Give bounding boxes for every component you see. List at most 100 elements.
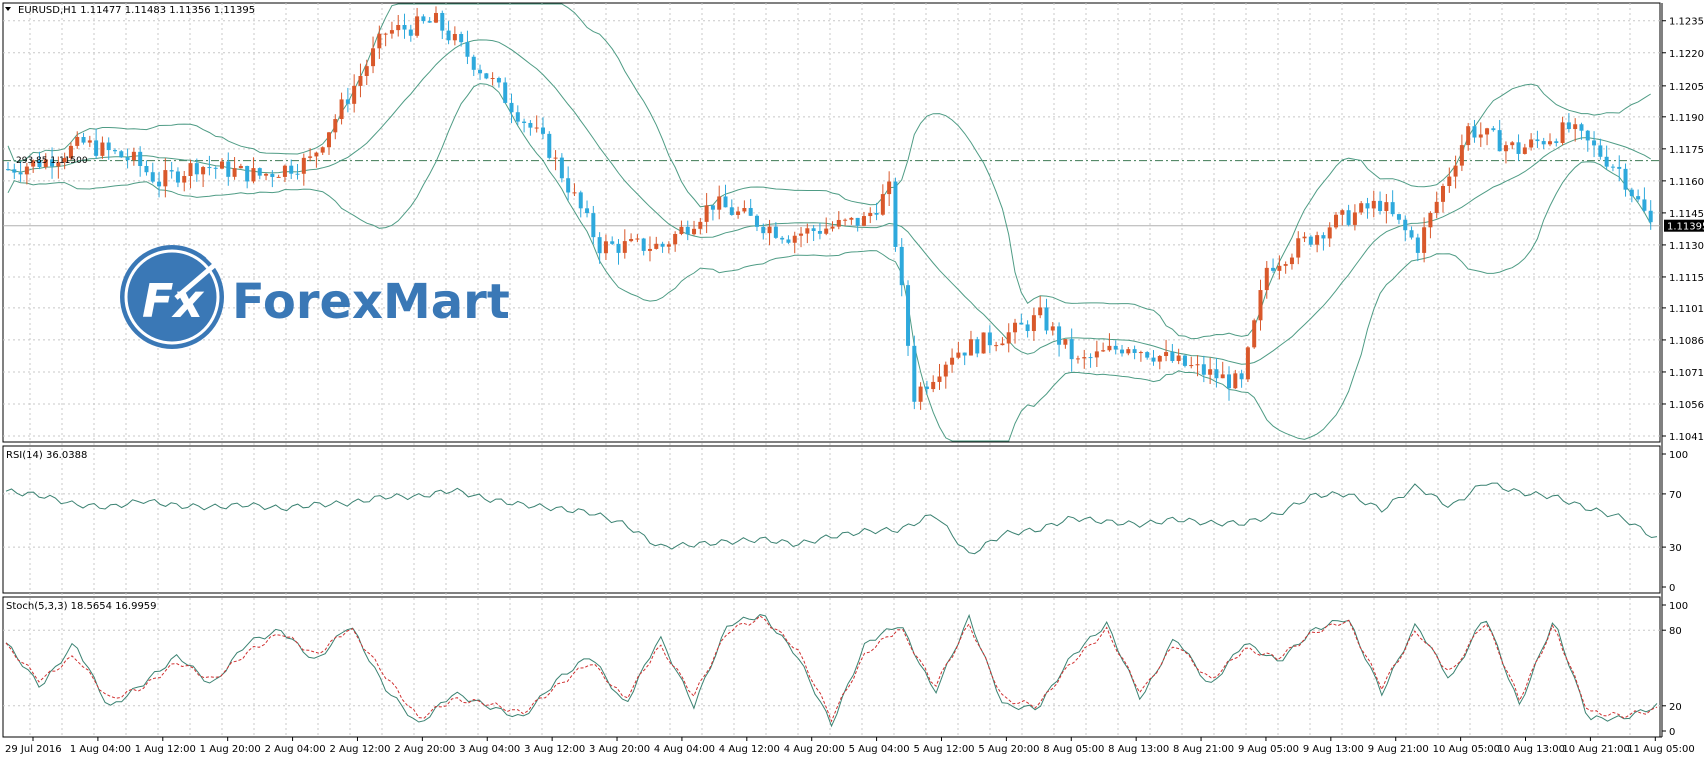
candle-body [1390,202,1395,215]
candle-body [1201,364,1206,375]
candle-body [94,140,99,156]
candle-body [125,157,130,161]
candle-body [918,386,923,402]
grid [3,3,1660,737]
stoch-tick-label: 100 [1669,601,1688,612]
time-tick-label: 8 Aug 05:00 [1043,744,1104,755]
candle-body [943,364,948,377]
time-tick-label: 10 Aug 13:00 [1498,744,1565,755]
time-tick-label: 2 Aug 04:00 [265,744,326,755]
candle-body [251,168,256,182]
logo-arrow-icon [174,260,220,300]
candle-body [194,163,199,175]
candle-body [1573,124,1578,130]
candle-body [308,156,313,158]
candle-body [994,345,999,347]
candle-body [1208,369,1213,375]
candle-body [799,233,804,236]
candle-body [345,99,350,104]
candle-body [1176,355,1181,361]
time-tick-label: 8 Aug 13:00 [1108,744,1169,755]
candle-body [1113,345,1118,350]
candle-body [1189,365,1194,367]
candle-body [1069,339,1074,360]
candle-body [402,25,407,30]
candle-body [1447,176,1452,186]
candle-body [1422,227,1427,253]
price-tick-label: 1.11755 [1669,145,1704,156]
candle-body [1503,145,1508,152]
candle-body [1006,332,1011,344]
candle-body [138,151,143,167]
hline-label: 293.85 1.11500 [16,156,88,166]
candle-body [1365,203,1370,209]
candle-body [1648,210,1653,223]
candle-body [1120,349,1125,354]
candle-body [43,159,48,168]
candle-body [1264,267,1269,291]
candle-body [836,219,841,227]
menu-triangle-icon[interactable] [5,7,11,11]
candle-body [792,235,797,243]
time-tick-label: 10 Aug 05:00 [1433,744,1500,755]
candle-body [924,386,929,390]
candle-body [1434,201,1439,213]
candle-body [698,221,703,229]
candle-body [1258,290,1263,321]
time-tick-label: 9 Aug 05:00 [1238,744,1299,755]
candle-body [610,241,615,244]
candle-body [257,168,262,176]
current-price-box [1664,219,1704,232]
candle-body [603,241,608,254]
candle-body [509,102,514,113]
candle-body [566,178,571,193]
candle-body [824,228,829,234]
candle-body [1541,141,1546,145]
candle-body [1050,326,1055,331]
candle-body [635,238,640,240]
candle-body [1094,351,1099,358]
candle-body [540,127,545,134]
time-tick-label: 5 Aug 04:00 [849,744,910,755]
candle-body [490,78,495,80]
price-tick-label: 1.10560 [1669,400,1704,411]
candle-body [754,215,759,227]
bollinger-bands [7,3,1652,442]
candle-body [522,121,527,123]
candle-body [1088,357,1093,359]
time-tick-label: 4 Aug 12:00 [719,744,780,755]
candle-body [1000,343,1005,346]
candle-body [1371,200,1376,209]
candle-body [629,238,634,242]
rsi-tick-label: 0 [1669,583,1675,594]
candle-body [471,56,476,70]
candle-body [1082,357,1087,359]
candle-body [238,165,243,169]
time-tick-label: 1 Aug 12:00 [135,744,196,755]
rsi-tick-label: 30 [1669,543,1682,554]
candle-body [647,248,652,251]
candle-body [1516,142,1521,154]
price-tick-label: 1.10860 [1669,336,1704,347]
candle-body [622,241,627,253]
candle-body [1497,130,1502,152]
candle-body [1466,126,1471,146]
candle-body [692,228,697,235]
time-tick-label: 9 Aug 13:00 [1303,744,1364,755]
candles [6,6,1653,410]
candle-body [843,219,848,221]
price-tick-label: 1.12050 [1669,82,1704,93]
candle-body [1151,357,1156,362]
candle-body [685,226,690,235]
time-tick-label: 9 Aug 21:00 [1368,744,1429,755]
candle-body [1585,130,1590,141]
candle-body [742,208,747,212]
candle-body [805,228,810,234]
candle-body [169,170,174,172]
candle-body [301,157,306,174]
candle-body [1252,320,1257,348]
candle-body [496,78,501,83]
candle-body [1642,199,1647,211]
candle-body [106,142,111,151]
price-tick-label: 1.11905 [1669,113,1704,124]
